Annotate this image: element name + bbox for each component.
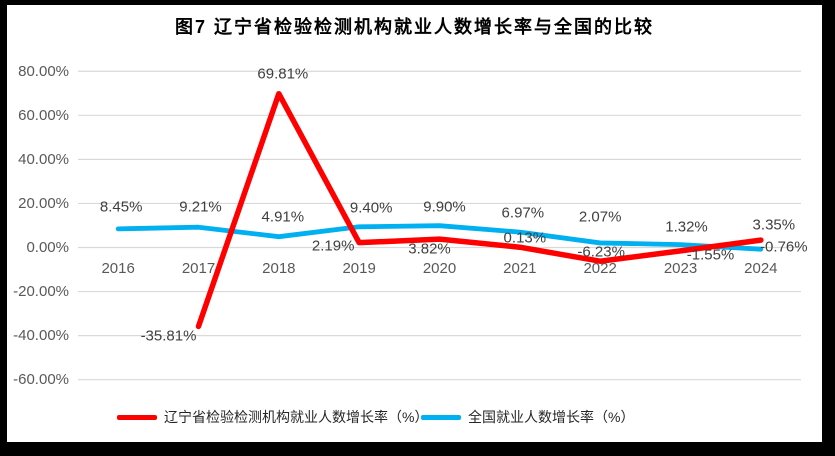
data-label-national-2020: 9.90% xyxy=(423,198,466,216)
data-label-liaoning-2019: 2.19% xyxy=(311,237,355,255)
y-axis-tick-label: -20.00% xyxy=(13,283,69,301)
legend-label-liaoning: 辽宁省检验检测机构就业人数增长率（%） xyxy=(164,409,429,425)
y-axis-tick-label: 20.00% xyxy=(18,194,69,212)
data-label-liaoning-2022: -6.23% xyxy=(577,243,625,261)
series-line-national xyxy=(115,223,764,252)
x-axis-label-2024: 2024 xyxy=(744,260,778,277)
series-line-liaoning xyxy=(195,90,764,330)
x-axis-label-2022: 2022 xyxy=(583,260,617,277)
y-axis-tick-label: -40.00% xyxy=(13,327,69,345)
data-label-national-2023: 1.32% xyxy=(665,218,708,236)
data-label-national-2021: 6.97% xyxy=(501,204,545,222)
liaoning-line-swatch-icon xyxy=(117,414,157,420)
data-label-national-2017: 9.21% xyxy=(179,198,222,216)
data-label-liaoning-2020: 3.82% xyxy=(408,240,451,258)
data-label-liaoning-2017: -35.81% xyxy=(140,327,197,345)
data-label-liaoning-2018: 69.81% xyxy=(257,65,309,83)
x-axis-label-2017: 2017 xyxy=(181,260,216,277)
chart-title: 图7 辽宁省检验检测机构就业人数增长率与全国的比较 xyxy=(174,17,654,37)
chart-area: 图7 辽宁省检验检测机构就业人数增长率与全国的比较 80.00% 60.00% 40… xyxy=(7,5,822,442)
x-axis-label-2023: 2023 xyxy=(663,260,698,277)
data-label-national-2019: 9.40% xyxy=(349,199,393,217)
data-label-national-2016: 8.45% xyxy=(99,198,143,216)
y-axis-tick-label: 80.00% xyxy=(18,62,69,80)
data-label-national-2018: 4.91% xyxy=(261,208,305,226)
y-axis-tick-label: -60.00% xyxy=(13,371,69,389)
national-line-swatch-icon xyxy=(421,414,461,420)
data-label-national-2024: -0.76% xyxy=(760,238,808,256)
x-axis-label-2020: 2020 xyxy=(422,260,457,277)
y-axis-tick-label: 60.00% xyxy=(18,106,69,124)
x-axis-label-2018: 2018 xyxy=(262,260,296,277)
y-axis-tick-label: 0.00% xyxy=(26,239,69,256)
y-axis-tick-label: 40.00% xyxy=(18,150,69,168)
plot-canvas xyxy=(78,70,801,381)
data-label-liaoning-2021: 0.13% xyxy=(503,229,547,247)
x-axis-label-2021: 2021 xyxy=(503,260,537,277)
data-label-liaoning-2023: -1.55% xyxy=(686,246,735,264)
data-label-liaoning-2024: 3.35% xyxy=(752,216,796,234)
legend-item-liaoning: 辽宁省检验检测机构就业人数增长率（%） xyxy=(117,407,428,427)
data-label-national-2022: 2.07% xyxy=(578,208,622,226)
x-axis-label-2019: 2019 xyxy=(342,260,376,277)
x-axis-label-2016: 2016 xyxy=(101,260,135,277)
legend-label-national: 全国就业人数增长率（%） xyxy=(468,409,635,425)
legend-item-national: 全国就业人数增长率（%） xyxy=(421,407,634,427)
